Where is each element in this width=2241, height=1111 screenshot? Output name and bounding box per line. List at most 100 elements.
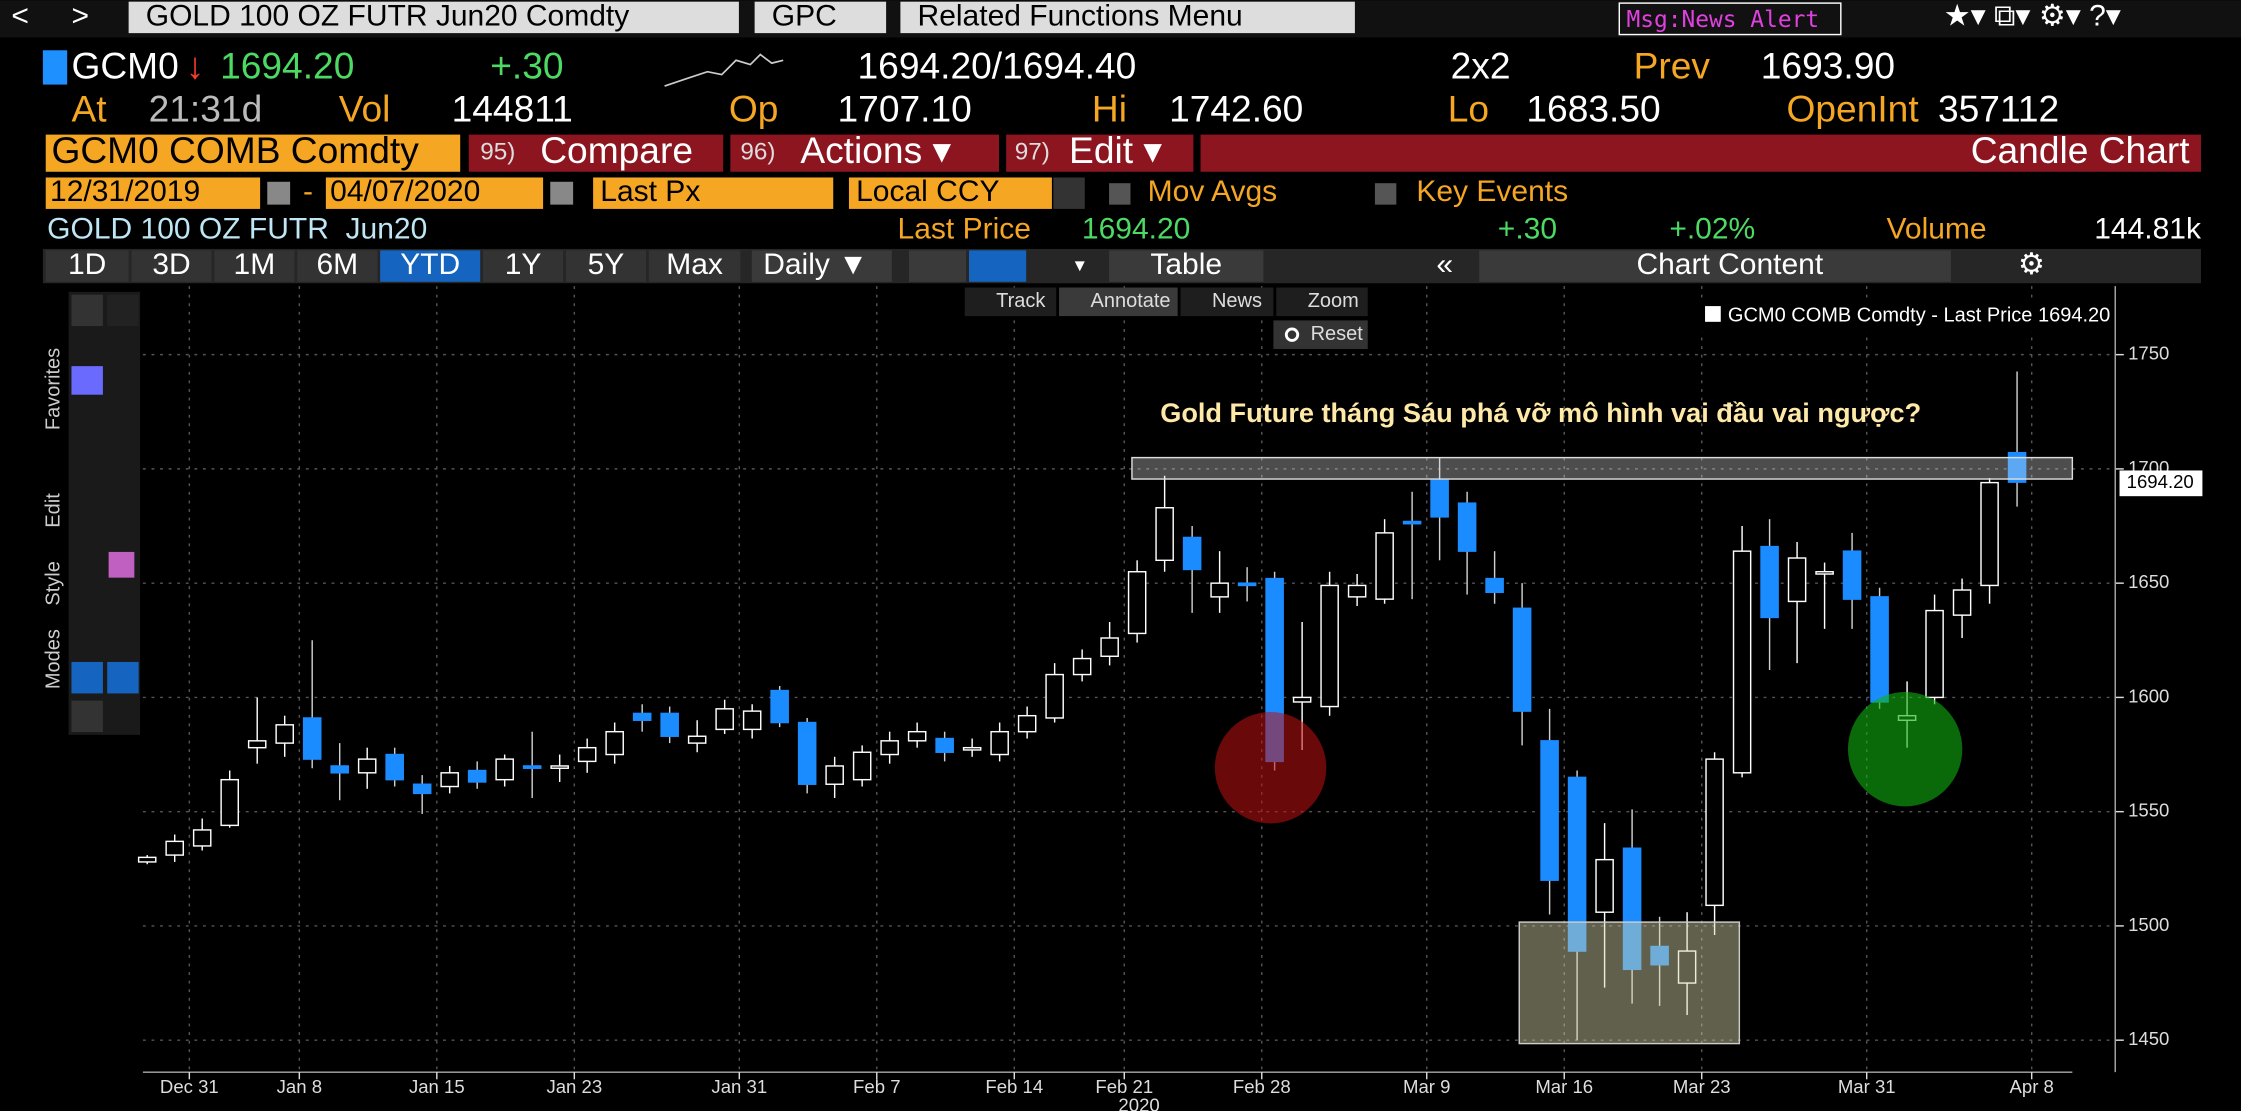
tab-bg[interactable] — [565, 250, 647, 282]
edit-key[interactable]: 97) — [1015, 139, 1050, 166]
candle-body — [907, 730, 927, 742]
last-price: 1694.20 — [1082, 212, 1190, 245]
settings-gear[interactable]: ⚙ — [2018, 248, 2045, 281]
tab-bg[interactable] — [483, 250, 564, 282]
actions-key[interactable]: 96) — [740, 139, 775, 166]
dropdown[interactable]: ▾ — [1075, 254, 1085, 276]
line-icon[interactable] — [908, 250, 967, 282]
checkbox[interactable] — [1374, 183, 1397, 205]
actions[interactable]: Actions ▾ — [800, 129, 951, 171]
mov-avgs[interactable]: Mov Avgs — [1148, 175, 1278, 208]
start-box[interactable] — [45, 177, 261, 209]
chart-tool[interactable]: News — [1212, 290, 1262, 312]
chart-tool[interactable]: Track — [996, 290, 1046, 312]
chart-content[interactable]: Chart Content — [1636, 248, 1823, 281]
table-btn[interactable] — [1109, 250, 1264, 282]
chart-tool-bg[interactable] — [1059, 287, 1178, 317]
dropdown[interactable] — [1053, 177, 1085, 209]
reset[interactable]: Reset — [1311, 323, 1364, 345]
tool[interactable] — [107, 661, 139, 694]
down-arrow: ↓ — [186, 45, 205, 87]
compare-btn[interactable] — [468, 134, 724, 172]
alert-box[interactable] — [1618, 2, 1842, 36]
security-tab[interactable] — [45, 134, 461, 172]
field[interactable]: Last Px — [600, 175, 700, 208]
tool-panel — [68, 291, 141, 735]
end-box[interactable] — [325, 177, 544, 209]
tab[interactable]: 3D — [152, 248, 190, 281]
forward[interactable]: > — [71, 0, 89, 32]
chart-tool-bg[interactable] — [964, 287, 1057, 317]
tool[interactable] — [107, 294, 139, 327]
periodicity-box[interactable] — [751, 250, 892, 282]
currency-box[interactable] — [848, 177, 1052, 209]
tab-bg[interactable] — [297, 250, 378, 282]
related-box[interactable] — [900, 1, 1355, 34]
actions-btn[interactable] — [730, 134, 1000, 172]
chart-tool[interactable]: Annotate — [1090, 290, 1170, 312]
currency[interactable]: Local CCY — [856, 175, 999, 208]
tool[interactable] — [71, 294, 103, 327]
candle-icon[interactable] — [969, 250, 1027, 282]
key-events[interactable]: Key Events — [1416, 175, 1568, 208]
tab-bg[interactable] — [131, 250, 212, 282]
back[interactable]: < — [11, 0, 29, 32]
tab-bg[interactable] — [648, 250, 741, 282]
right-shoulder-marker — [1847, 691, 1963, 807]
candle-body — [1567, 776, 1587, 952]
tab[interactable]: 1D — [68, 248, 106, 281]
chart-tool-bg[interactable] — [1180, 287, 1274, 317]
tool[interactable] — [71, 700, 103, 733]
candle-body — [1072, 657, 1092, 676]
function-box[interactable] — [754, 1, 887, 34]
candle-body — [577, 746, 597, 763]
calendar-icon[interactable] — [550, 181, 574, 205]
tab[interactable]: 6M — [316, 248, 358, 281]
security[interactable]: GOLD 100 OZ FUTR Jun20 Comdty — [146, 0, 629, 32]
function[interactable]: GPC — [772, 0, 837, 32]
side-panel-label[interactable]: Edit — [43, 493, 65, 528]
side-panel-label[interactable]: Favorites — [43, 348, 65, 430]
side-panel-label[interactable]: Modes — [43, 629, 65, 689]
tab[interactable]: 1M — [234, 248, 276, 281]
news-alert[interactable]: Msg:News Alert — [1626, 7, 1819, 33]
compare[interactable]: Compare — [540, 129, 693, 171]
periodicity[interactable]: Daily ▼ — [763, 248, 868, 281]
tab-bg[interactable] — [45, 250, 129, 282]
candle-body — [522, 765, 542, 769]
tab[interactable]: 1Y — [505, 248, 542, 281]
collapse[interactable]: « — [1436, 248, 1453, 281]
compare-key[interactable]: 95) — [480, 139, 515, 166]
tab[interactable]: YTD — [400, 248, 460, 281]
chart-tool[interactable]: Zoom — [1308, 290, 1359, 312]
time: 21:31d — [149, 88, 263, 130]
table[interactable]: Table — [1150, 248, 1222, 281]
side-panel-label[interactable]: Style — [43, 561, 65, 605]
tab-bg[interactable] — [214, 250, 295, 282]
tool[interactable] — [71, 661, 103, 694]
tool[interactable] — [108, 551, 135, 578]
tab[interactable]: Max — [666, 248, 723, 281]
chart-tool-bg[interactable] — [1276, 287, 1368, 317]
legend-swatch — [1705, 306, 1721, 322]
chart-content-btn[interactable] — [1479, 250, 1951, 282]
open: 1707.10 — [838, 88, 972, 130]
related-menu[interactable]: Related Functions Menu — [918, 0, 1243, 32]
start-date[interactable]: 12/31/2019 — [50, 175, 200, 208]
tool[interactable] — [71, 366, 103, 395]
edit[interactable]: Edit ▾ — [1069, 129, 1162, 171]
reset-btn[interactable] — [1273, 320, 1368, 349]
tab[interactable]: 5Y — [588, 248, 625, 281]
end-date[interactable]: 04/07/2020 — [330, 175, 480, 208]
security-box[interactable] — [128, 1, 739, 34]
field-box[interactable] — [593, 177, 834, 209]
ticker: GCM0 — [71, 45, 178, 87]
edit-btn[interactable] — [1006, 134, 1194, 172]
calendar-icon[interactable] — [267, 181, 291, 205]
y-tick-label: 1550 — [2128, 800, 2169, 821]
reset-icon[interactable] — [1284, 327, 1300, 342]
security-tab-text[interactable]: GCM0 COMB Comdty — [51, 129, 419, 171]
toolbar-icons[interactable]: ★▾ ⧉▾ ⚙▾ ?▾ — [1944, 0, 2121, 32]
checkbox[interactable] — [1109, 183, 1131, 205]
tab-bg[interactable] — [380, 250, 481, 282]
